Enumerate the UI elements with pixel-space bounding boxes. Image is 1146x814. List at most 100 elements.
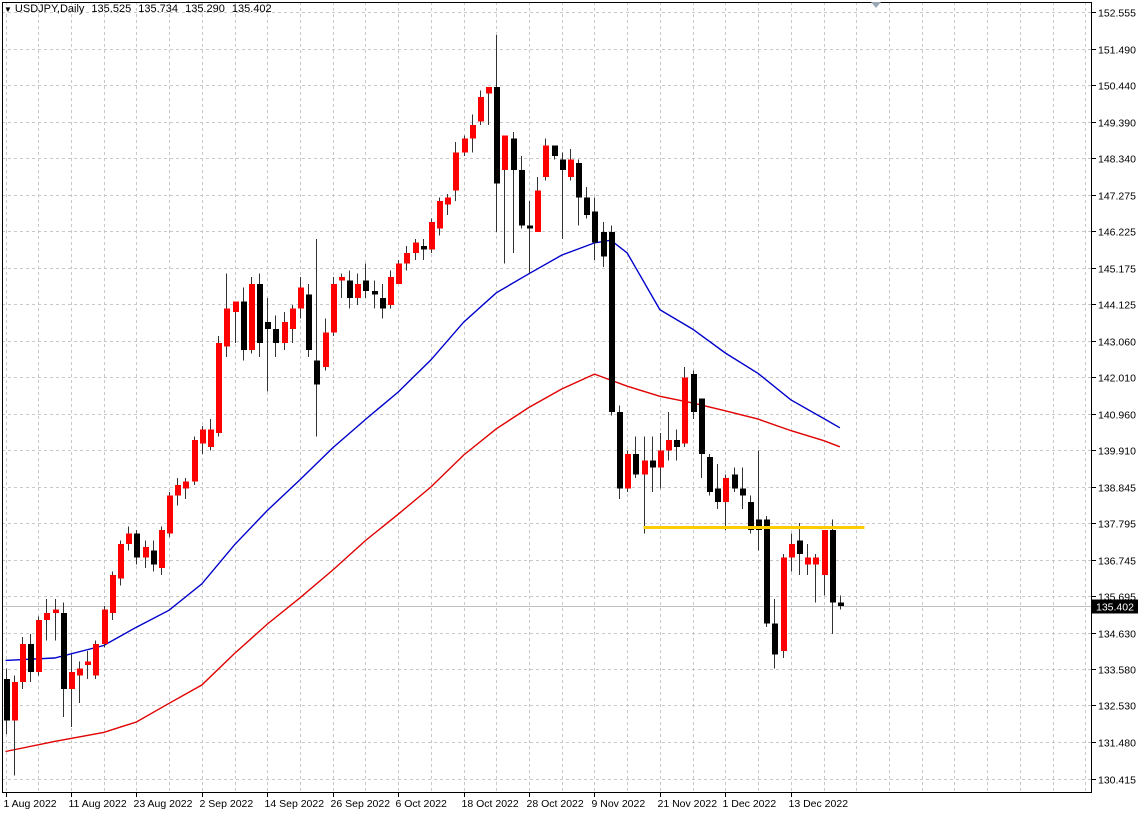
candle xyxy=(437,197,443,236)
candle xyxy=(363,263,369,298)
candle xyxy=(674,429,680,461)
candle-body xyxy=(241,301,247,350)
candle xyxy=(167,491,173,537)
candle xyxy=(151,540,157,572)
candle-body xyxy=(674,439,680,447)
high-value: 135.734 xyxy=(138,3,179,15)
candle-body xyxy=(331,284,337,333)
candle xyxy=(224,273,230,357)
time-tick-label: 23 Aug 2022 xyxy=(134,798,193,810)
candle xyxy=(625,450,631,492)
current-price-tag: 135.402 xyxy=(1092,599,1138,614)
candle xyxy=(314,239,320,437)
candle-body xyxy=(592,211,598,243)
candle xyxy=(388,270,394,309)
candle xyxy=(511,131,517,253)
candle-body xyxy=(265,322,271,330)
candle xyxy=(192,436,198,485)
moving-average-blue xyxy=(5,239,841,662)
price-tick-label: 132.530 xyxy=(1098,701,1136,713)
candle-body xyxy=(53,609,59,613)
time-tick-label: 2 Sep 2022 xyxy=(200,798,254,810)
candle xyxy=(633,436,639,478)
candle xyxy=(331,277,337,337)
candle xyxy=(20,637,26,690)
candle xyxy=(609,225,615,416)
price-tick-label: 142.010 xyxy=(1098,373,1136,385)
candle-body xyxy=(699,398,705,454)
candle-body xyxy=(650,460,656,468)
open-value: 135.525 xyxy=(91,3,132,15)
price-tick-label: 144.125 xyxy=(1098,300,1136,312)
candle-body xyxy=(789,543,795,558)
candle xyxy=(560,152,566,240)
candle xyxy=(396,259,402,285)
candle-body xyxy=(273,329,279,343)
time-tick-label: 9 Nov 2022 xyxy=(592,798,646,810)
candle xyxy=(282,311,288,350)
price-tick-label: 137.795 xyxy=(1098,519,1136,531)
candle xyxy=(241,287,247,361)
candle-body xyxy=(110,574,116,613)
price-tick-label: 130.415 xyxy=(1098,775,1136,787)
candle xyxy=(576,159,582,226)
candle-body xyxy=(830,529,836,603)
candle-body xyxy=(421,246,427,250)
candle xyxy=(699,398,705,478)
time-tick-label: 1 Dec 2022 xyxy=(723,798,777,810)
dropdown-triangle-icon[interactable]: ▼ xyxy=(4,4,12,14)
candle xyxy=(61,602,67,717)
candle-body xyxy=(134,533,140,558)
candle-body xyxy=(20,644,26,683)
candle-body xyxy=(470,124,476,139)
time-tick-label: 18 Oct 2022 xyxy=(462,798,519,810)
candle-body xyxy=(691,374,697,413)
candle-body xyxy=(404,252,410,264)
price-tick-label: 147.275 xyxy=(1098,191,1136,203)
candle xyxy=(592,197,598,260)
candle-body xyxy=(175,484,181,496)
candle xyxy=(552,145,558,160)
candle xyxy=(110,571,116,620)
candles xyxy=(4,34,844,776)
grid xyxy=(2,2,1092,793)
candle xyxy=(77,661,83,703)
candle xyxy=(413,239,419,260)
candle xyxy=(183,477,189,499)
chart-shift-icon[interactable] xyxy=(871,2,881,8)
candle xyxy=(53,599,59,641)
candle-body xyxy=(306,294,312,350)
candle-body xyxy=(781,557,787,652)
candle-body xyxy=(290,308,296,330)
candle xyxy=(69,654,75,728)
symbol-label: USDJPY,Daily xyxy=(14,3,85,15)
candle-body xyxy=(813,557,819,565)
time-tick-label: 28 Oct 2022 xyxy=(527,798,584,810)
candle xyxy=(102,606,108,648)
candle-body xyxy=(200,429,206,444)
candle xyxy=(527,201,533,274)
candle xyxy=(584,187,590,219)
candle-body xyxy=(437,201,443,229)
candle xyxy=(715,464,721,510)
candle xyxy=(642,436,648,534)
candle xyxy=(93,640,99,679)
price-tick-label: 136.745 xyxy=(1098,556,1136,568)
candle-body xyxy=(642,460,648,475)
candle xyxy=(445,194,451,215)
candle xyxy=(421,239,427,260)
candle-body xyxy=(102,609,108,645)
candle-body xyxy=(314,360,320,385)
candle xyxy=(478,90,484,125)
candle xyxy=(789,533,795,572)
candle-body xyxy=(756,519,762,530)
candle xyxy=(249,277,255,354)
time-tick-label: 1 Aug 2022 xyxy=(4,798,57,810)
candle-body xyxy=(723,477,729,503)
candle-body xyxy=(740,488,746,496)
candle xyxy=(306,284,312,357)
candle-body xyxy=(584,197,590,215)
close-value: 135.402 xyxy=(231,3,272,15)
